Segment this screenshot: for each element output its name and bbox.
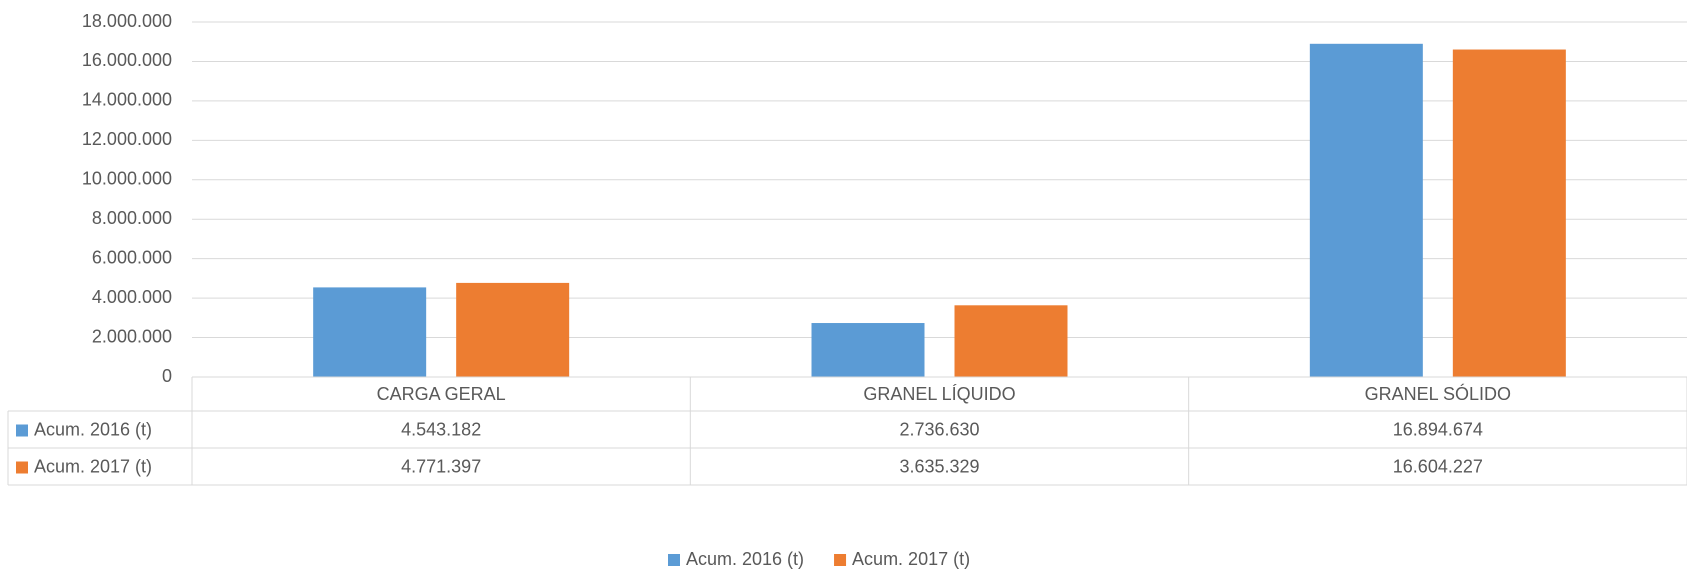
x-tick-label: CARGA GERAL [377, 384, 506, 404]
y-tick-label: 6.000.000 [92, 247, 172, 267]
table-series-name: Acum. 2016 (t) [34, 419, 152, 439]
y-tick-label: 16.000.000 [82, 50, 172, 70]
y-tick-label: 4.000.000 [92, 287, 172, 307]
x-tick-label: GRANEL SÓLIDO [1365, 383, 1511, 404]
legend-key [834, 554, 847, 566]
table-value: 4.543.182 [401, 419, 481, 439]
legend-label: Acum. 2017 (t) [852, 549, 970, 569]
y-tick-label: 10.000.000 [82, 169, 172, 189]
bar [954, 305, 1068, 377]
y-tick-label: 12.000.000 [82, 129, 172, 149]
bar [811, 323, 925, 377]
bar [1309, 43, 1423, 377]
y-tick-label: 2.000.000 [92, 326, 172, 346]
y-tick-label: 18.000.000 [82, 11, 172, 31]
bar [313, 287, 427, 377]
legend-key [16, 424, 28, 437]
legend-key [668, 554, 680, 566]
legend-key [16, 461, 28, 474]
table-value: 2.736.630 [899, 419, 979, 439]
y-tick-label: 8.000.000 [92, 208, 172, 228]
bar [456, 282, 570, 377]
y-tick-label: 14.000.000 [82, 90, 172, 110]
table-value: 16.604.227 [1393, 456, 1483, 476]
bar [1452, 49, 1566, 378]
legend-label: Acum. 2016 (t) [686, 549, 804, 569]
table-value: 3.635.329 [899, 456, 979, 476]
table-value: 16.894.674 [1393, 419, 1483, 439]
x-tick-label: GRANEL LÍQUIDO [863, 384, 1015, 404]
y-tick-label: 0 [162, 366, 172, 386]
table-value: 4.771.397 [401, 456, 481, 476]
table-series-name: Acum. 2017 (t) [34, 456, 152, 476]
